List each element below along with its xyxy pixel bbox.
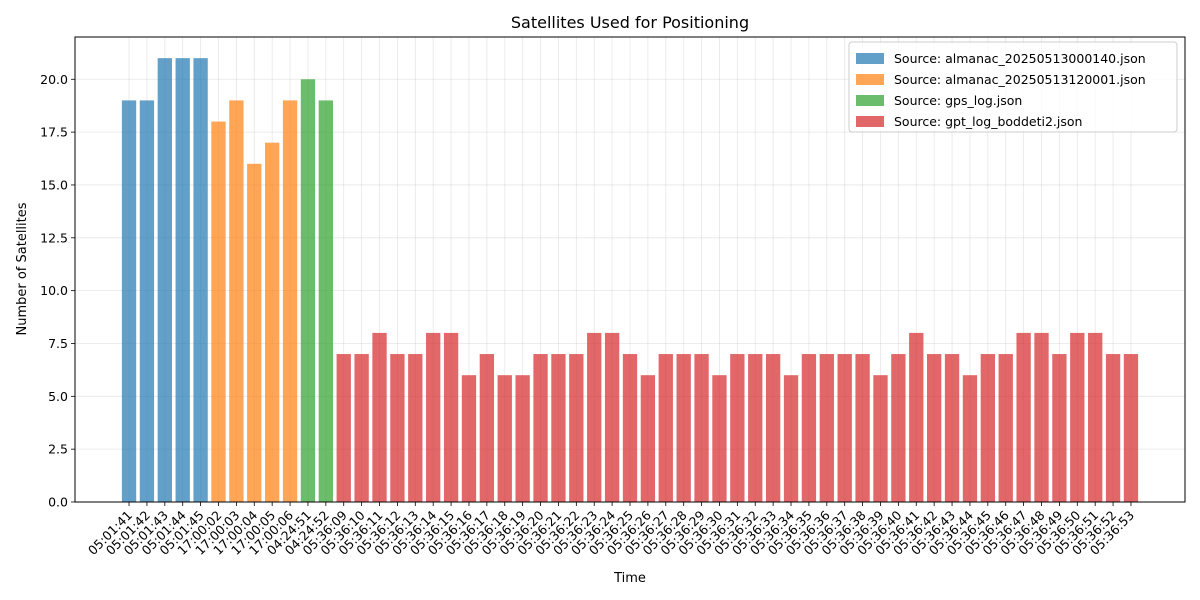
bar (783, 375, 799, 502)
bar (461, 375, 477, 502)
bar (193, 58, 208, 503)
bar (157, 58, 172, 503)
bar (175, 58, 190, 503)
bar (694, 354, 709, 502)
y-tick-label: 7.5 (48, 336, 68, 351)
bar (282, 100, 298, 502)
bar (211, 121, 226, 502)
y-tick-label: 17.5 (40, 125, 68, 140)
bar (604, 332, 620, 502)
bar (1123, 354, 1139, 502)
bar (765, 354, 781, 502)
bar (1105, 354, 1121, 502)
bar (121, 100, 137, 502)
x-axis-label: Time (613, 571, 646, 586)
bar (533, 354, 548, 502)
bar (837, 354, 852, 502)
bar (712, 375, 727, 502)
x-axis: 05:01:4105:01:4205:01:4305:01:4405:01:45… (85, 502, 1137, 558)
legend: Source: almanac_20250513000140.json Sourc… (848, 41, 1178, 133)
bar (944, 354, 960, 502)
bar (300, 79, 316, 502)
bar (909, 332, 924, 502)
bar (873, 375, 888, 502)
bar (265, 142, 280, 502)
bar (247, 163, 262, 502)
bar (998, 354, 1013, 502)
y-tick-label: 15.0 (40, 177, 68, 192)
bar (479, 354, 495, 502)
bar (569, 354, 584, 502)
bar (551, 354, 566, 502)
bar (318, 100, 333, 502)
legend-label-source-gps-log-json: Source: gps_log.json (894, 93, 1022, 108)
bar (443, 332, 459, 502)
y-tick-label: 10.0 (40, 283, 68, 298)
legend-swatch-source-gps-log-json (856, 95, 884, 106)
legend-swatch-source-almanac-20250513000140-json (856, 53, 884, 64)
legend-label-source-almanac-20250513120001-json: Source: almanac_20250513120001.json (894, 72, 1146, 87)
bar (962, 375, 978, 502)
bar (1052, 354, 1067, 502)
bar (730, 354, 745, 502)
y-axis-label: Number of Satellites (15, 202, 30, 335)
bar (1016, 332, 1031, 502)
bar (1070, 332, 1085, 502)
bar (408, 354, 423, 502)
y-tick-label: 5.0 (48, 389, 68, 404)
y-tick-label: 2.5 (48, 442, 68, 457)
chart-title: Satellites Used for Positioning (511, 13, 749, 32)
bar (515, 375, 530, 502)
bar (336, 354, 351, 502)
bar (497, 375, 512, 502)
bar (354, 354, 369, 502)
bar (676, 354, 691, 502)
bar (426, 332, 441, 502)
bar (927, 354, 942, 502)
bar (229, 100, 244, 502)
legend-swatch-source-almanac-20250513120001-json (856, 74, 884, 85)
bar (372, 332, 387, 502)
bar (390, 354, 405, 502)
bar (658, 354, 673, 502)
bar (801, 354, 817, 502)
bar (980, 354, 995, 502)
legend-label-source-almanac-20250513000140-json: Source: almanac_20250513000140.json (894, 51, 1146, 66)
y-tick-label: 12.5 (40, 230, 68, 245)
bar (622, 354, 638, 502)
bar (640, 375, 656, 502)
bars (121, 58, 1139, 503)
legend-label-source-gpt-log-boddeti2-json: Source: gpt_log_boddeti2.json (894, 114, 1082, 129)
bar (855, 354, 870, 502)
bar (1034, 332, 1049, 502)
bar (139, 100, 155, 502)
bar (891, 354, 906, 502)
y-tick-label: 0.0 (48, 495, 68, 510)
bar (587, 332, 602, 502)
bar (748, 354, 763, 502)
legend-box (848, 41, 1178, 133)
bar (819, 354, 834, 502)
y-tick-label: 20.0 (40, 72, 68, 87)
bar (1088, 332, 1103, 502)
y-axis: 0.0 2.5 5.0 7.5 10.0 12.5 15.0 17.5 20.0 (40, 72, 75, 510)
legend-swatch-source-gpt-log-boddeti2-json (856, 116, 884, 127)
